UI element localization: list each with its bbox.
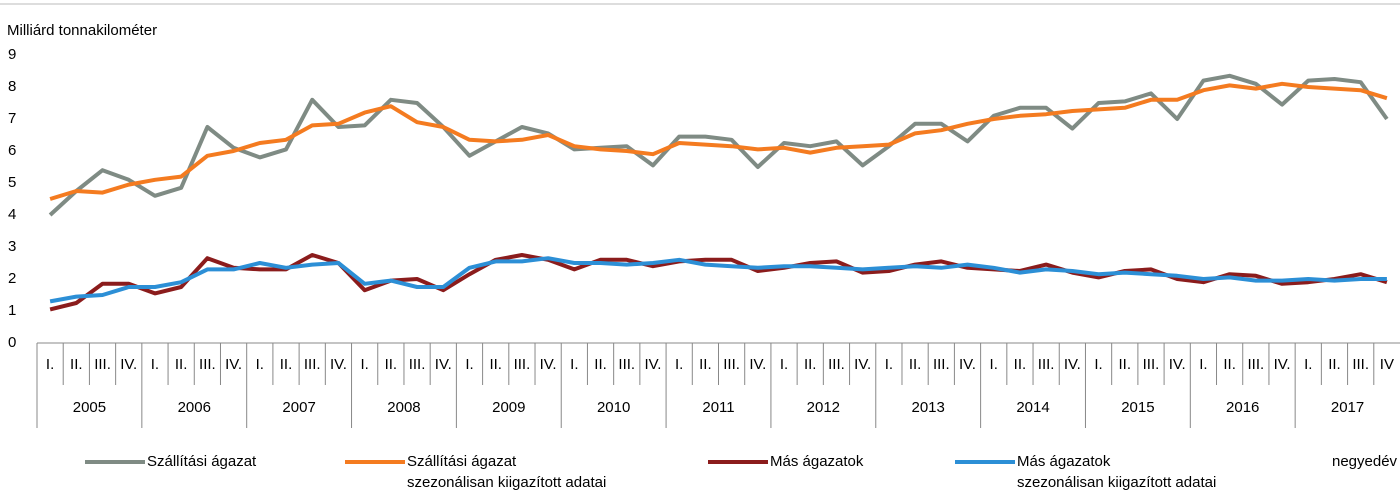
x-tick-label: II. <box>175 356 188 373</box>
x-axis-label: negyedév <box>1332 453 1398 470</box>
x-tick-label: IV. <box>644 356 661 373</box>
year-label: 2008 <box>387 399 420 416</box>
x-tick-label: I. <box>1094 356 1102 373</box>
x-tick-label: I. <box>360 356 368 373</box>
x-tick-label: IV <box>1380 356 1394 373</box>
x-tick-label: III. <box>1038 356 1055 373</box>
x-tick-label: I. <box>885 356 893 373</box>
x-tick-label: II. <box>594 356 607 373</box>
year-label: 2005 <box>73 399 106 416</box>
year-label: 2011 <box>702 399 734 416</box>
y-tick-label: 0 <box>8 334 16 351</box>
x-tick-label: II. <box>1119 356 1132 373</box>
series-line <box>49 81 1388 201</box>
x-tick-label: IV. <box>749 356 766 373</box>
x-tick-label: I. <box>256 356 264 373</box>
year-label: 2017 <box>1331 399 1364 416</box>
x-tick-label: III. <box>1248 356 1265 373</box>
year-label: 2010 <box>597 399 630 416</box>
x-tick-label: II. <box>280 356 293 373</box>
y-tick-label: 4 <box>8 206 16 223</box>
x-tick-label: III. <box>409 356 426 373</box>
y-tick-label: 6 <box>8 142 16 159</box>
x-tick-label: II. <box>699 356 712 373</box>
x-tick-label: II. <box>489 356 502 373</box>
x-tick-label: III. <box>933 356 950 373</box>
y-tick-label: 2 <box>8 270 16 287</box>
y-tick-label: 1 <box>8 302 16 319</box>
year-label: 2009 <box>492 399 525 416</box>
x-tick-label: I. <box>570 356 578 373</box>
y-tick-label: 3 <box>8 238 16 255</box>
x-tick-label: II. <box>1328 356 1341 373</box>
year-label: 2007 <box>282 399 315 416</box>
legend-label: Szállítási ágazat <box>147 453 257 470</box>
x-tick-label: I. <box>151 356 159 373</box>
x-tick-label: IV. <box>1169 356 1186 373</box>
series-line <box>49 253 1388 312</box>
x-tick-label: III. <box>618 356 635 373</box>
x-tick-label: IV. <box>225 356 242 373</box>
x-tick-label: I. <box>46 356 54 373</box>
x-tick-label: II. <box>1223 356 1236 373</box>
x-tick-label: IV. <box>1064 356 1081 373</box>
legend-label: Szállítási ágazat szezonálisan kiigazíto… <box>407 453 607 491</box>
year-label: 2015 <box>1121 399 1154 416</box>
legend-label: Más ágazatok <box>770 453 864 470</box>
x-tick-label: III. <box>304 356 321 373</box>
x-tick-label: III. <box>94 356 111 373</box>
x-tick-label: II. <box>385 356 398 373</box>
x-tick-label: IV. <box>540 356 557 373</box>
y-tick-label: 8 <box>8 78 16 95</box>
x-tick-label: IV. <box>120 356 137 373</box>
series-line <box>49 256 1387 304</box>
x-tick-label: IV. <box>959 356 976 373</box>
x-tick-label: III. <box>723 356 740 373</box>
x-tick-label: I. <box>990 356 998 373</box>
x-tick-label: II. <box>909 356 922 373</box>
year-label: 2006 <box>178 399 211 416</box>
year-label: 2012 <box>807 399 840 416</box>
x-tick-label: I. <box>1304 356 1312 373</box>
legend-label: Más ágazatok szezonálisan kiigazított ad… <box>1017 453 1217 491</box>
series-line <box>48 73 1389 217</box>
y-axis-label: Milliárd tonnakilométer <box>7 22 157 39</box>
x-tick-label: III. <box>1143 356 1160 373</box>
x-tick-label: IV. <box>330 356 347 373</box>
y-tick-label: 7 <box>8 110 16 127</box>
x-tick-label: IV. <box>1274 356 1291 373</box>
x-tick-label: I. <box>1199 356 1207 373</box>
y-tick-label: 5 <box>8 174 16 191</box>
x-tick-label: IV. <box>854 356 871 373</box>
y-tick-label: 9 <box>8 46 16 63</box>
year-label: 2016 <box>1226 399 1259 416</box>
x-tick-label: IV. <box>435 356 452 373</box>
x-tick-label: III. <box>828 356 845 373</box>
x-tick-label: I. <box>780 356 788 373</box>
x-tick-label: I. <box>675 356 683 373</box>
x-tick-label: III. <box>199 356 216 373</box>
year-label: 2014 <box>1016 399 1049 416</box>
x-tick-label: III. <box>1352 356 1369 373</box>
x-tick-label: II. <box>1014 356 1027 373</box>
year-label: 2013 <box>912 399 945 416</box>
x-tick-label: II. <box>70 356 83 373</box>
x-tick-label: I. <box>465 356 473 373</box>
x-tick-label: II. <box>804 356 817 373</box>
x-tick-label: III. <box>514 356 531 373</box>
